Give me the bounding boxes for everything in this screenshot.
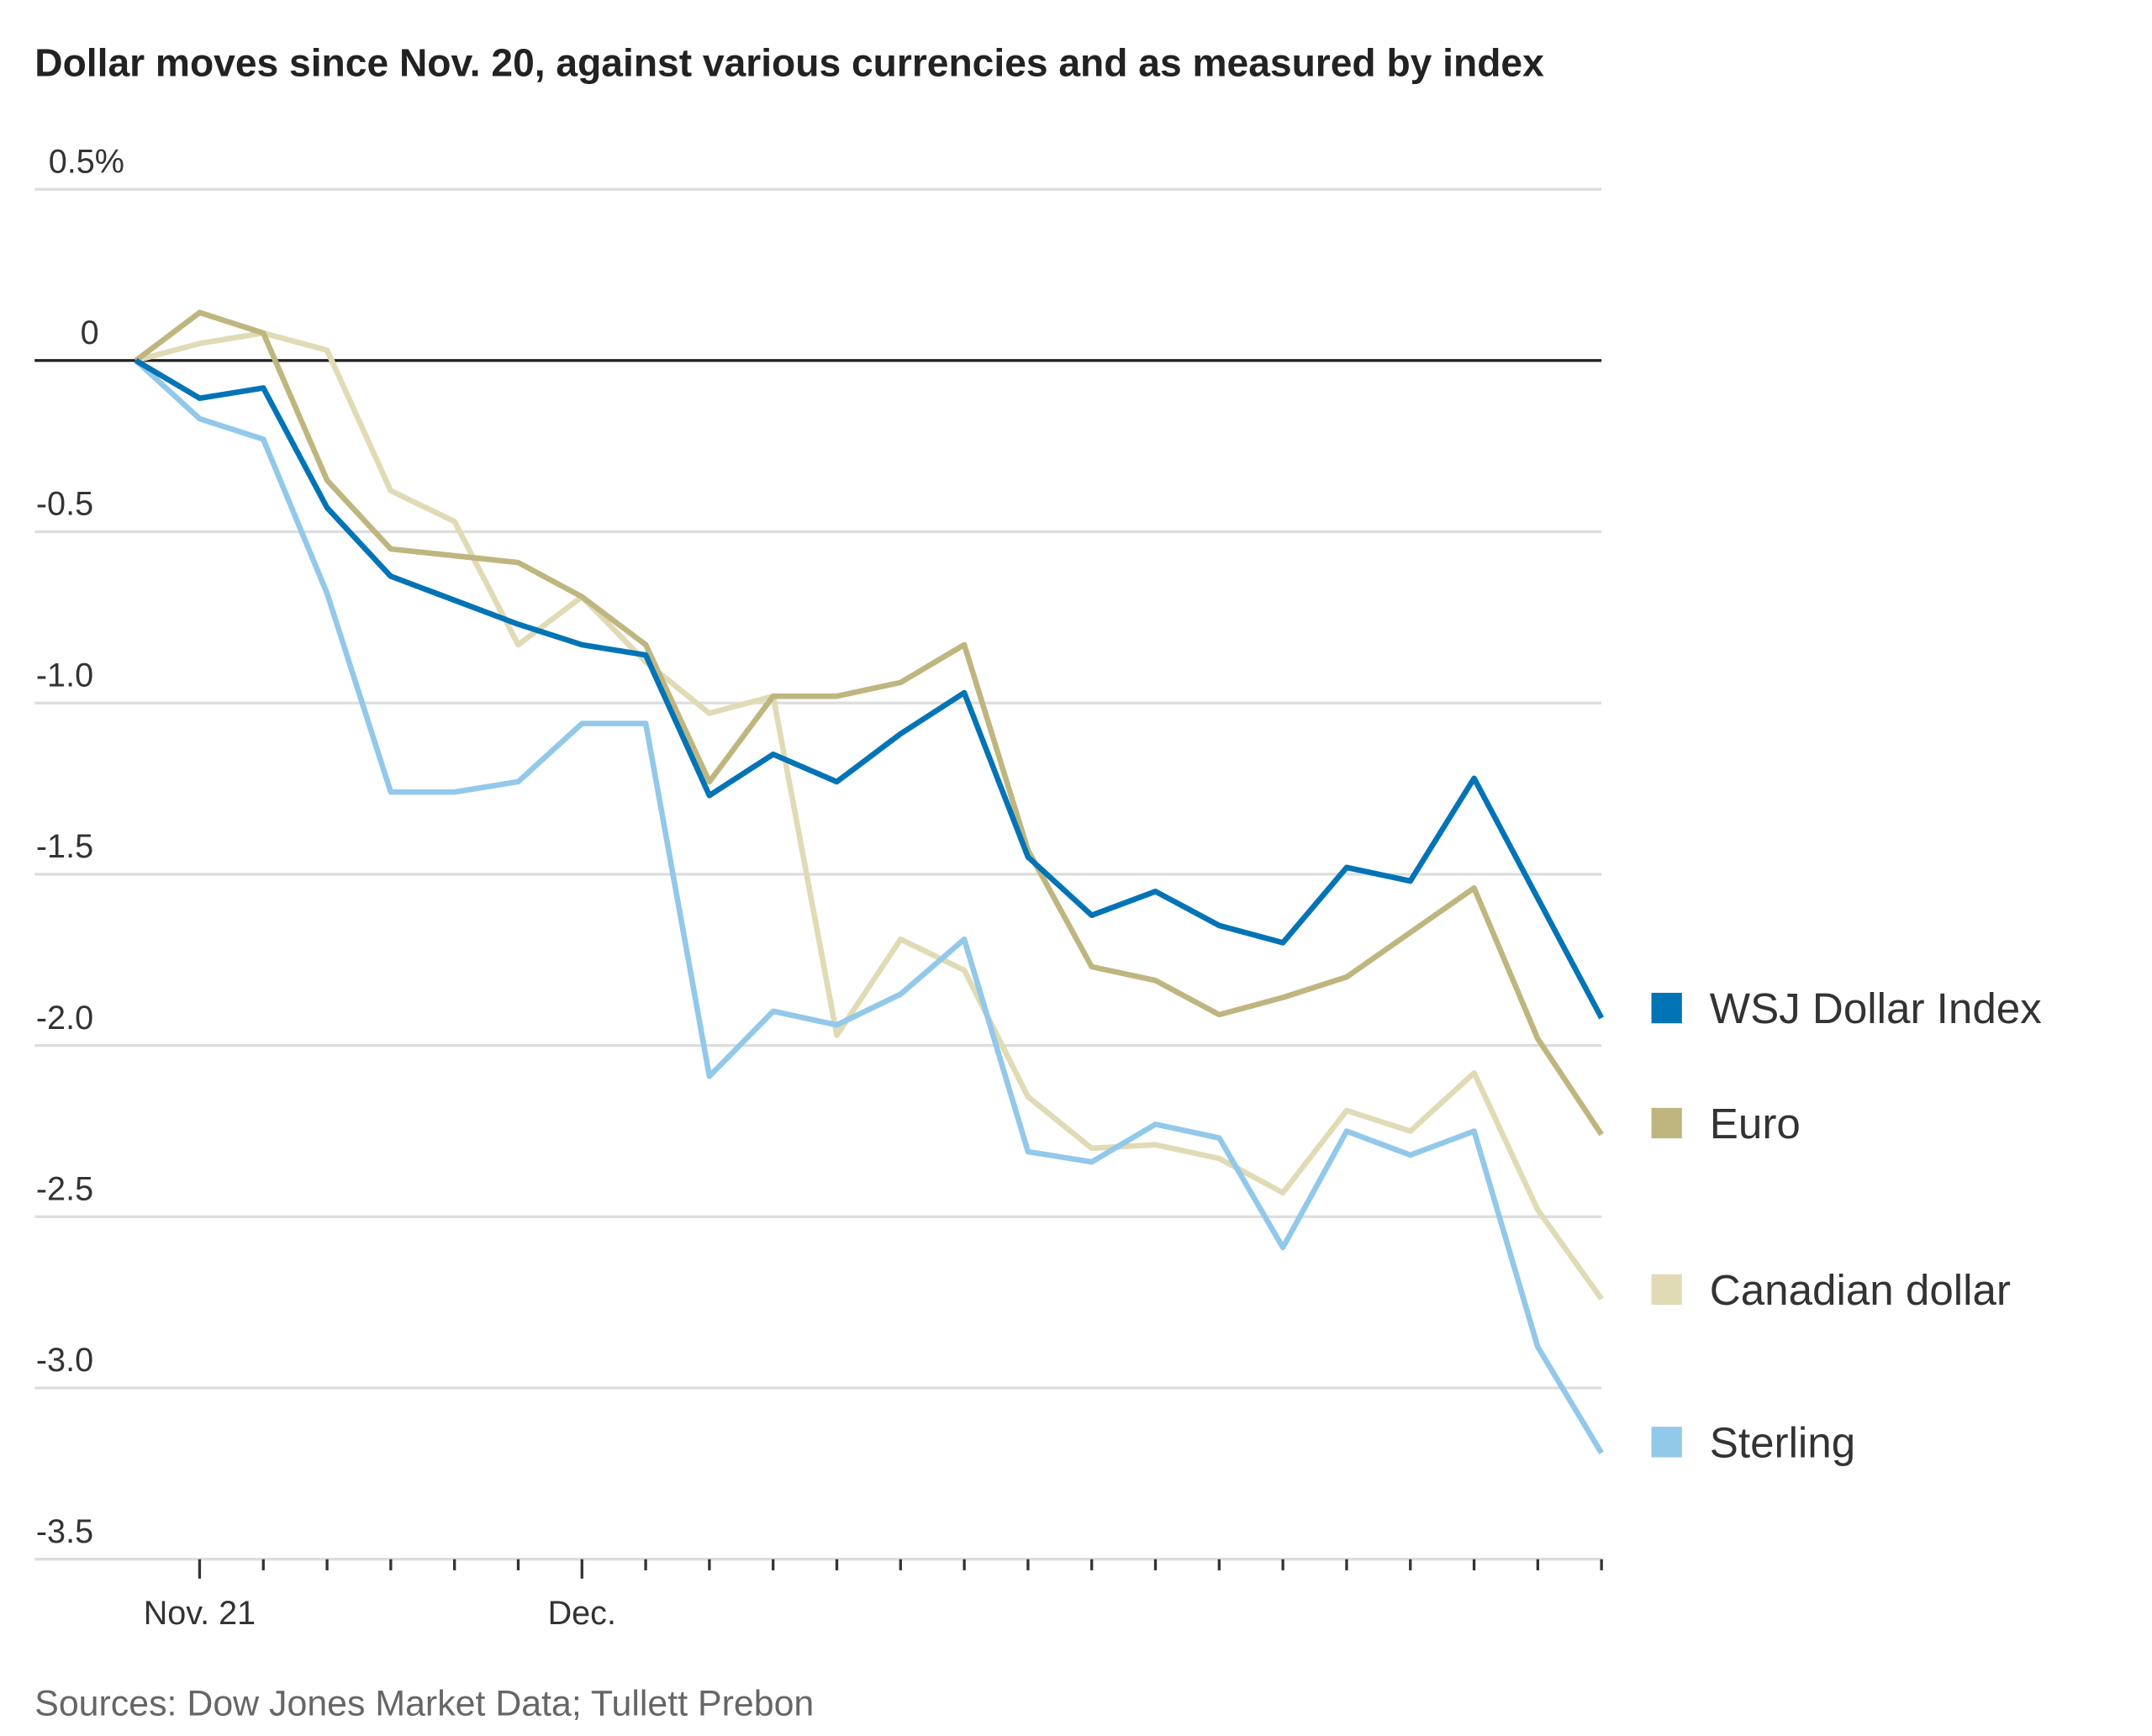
legend-swatch	[1651, 1427, 1682, 1458]
legend-swatch	[1651, 992, 1682, 1024]
series-line-sterling	[134, 358, 1604, 1455]
legend-swatch	[1651, 1107, 1682, 1139]
legend-swatch	[1651, 1274, 1682, 1306]
x-tick-label: Nov. 21	[144, 1595, 256, 1632]
y-tick-label: -1.5	[36, 828, 93, 865]
series-line-wsj-dollar-index	[134, 357, 1605, 1020]
legend-label: WSJ Dollar Index	[1710, 984, 2042, 1032]
series-line-canadian-dollar	[134, 330, 1604, 1301]
y-tick-label: -2.0	[36, 1000, 93, 1037]
y-tick-label: -3.5	[36, 1513, 93, 1550]
gridlines	[34, 187, 1602, 1561]
x-axis: Nov. 21 Dec.	[144, 1559, 1603, 1632]
y-tick-label: 0	[81, 314, 99, 351]
legend-label: Canadian dollar	[1710, 1266, 2011, 1314]
y-tick-label: -1.0	[36, 657, 93, 694]
legend-item: WSJ Dollar Index	[1651, 984, 2042, 1032]
legend-label: Euro	[1710, 1100, 1801, 1148]
source-note: Sources: Dow Jones Market Data; Tullett …	[34, 1683, 814, 1723]
y-tick-label: -0.5	[36, 486, 93, 523]
series-lines	[134, 309, 1605, 1455]
y-tick-label: -3.0	[36, 1342, 93, 1379]
y-axis: 0.5% 0 -0.5 -1.0 -1.5 -2.0 -2.5 -3.0 -3.5	[36, 143, 124, 1550]
x-tick-label: Dec.	[548, 1595, 616, 1632]
legend: WSJ Dollar Index Euro Canadian dollar Sterl…	[1651, 984, 2042, 1466]
legend-label: Sterling	[1710, 1418, 1855, 1466]
legend-item: Sterling	[1651, 1418, 1855, 1466]
legend-item: Canadian dollar	[1651, 1266, 2011, 1314]
series-line-euro	[134, 309, 1604, 1137]
legend-item: Euro	[1651, 1100, 1801, 1148]
y-tick-label: -2.5	[36, 1171, 93, 1208]
y-tick-label: 0.5%	[49, 143, 124, 180]
chart-title: Dollar moves since Nov. 20, against vari…	[34, 41, 1544, 85]
